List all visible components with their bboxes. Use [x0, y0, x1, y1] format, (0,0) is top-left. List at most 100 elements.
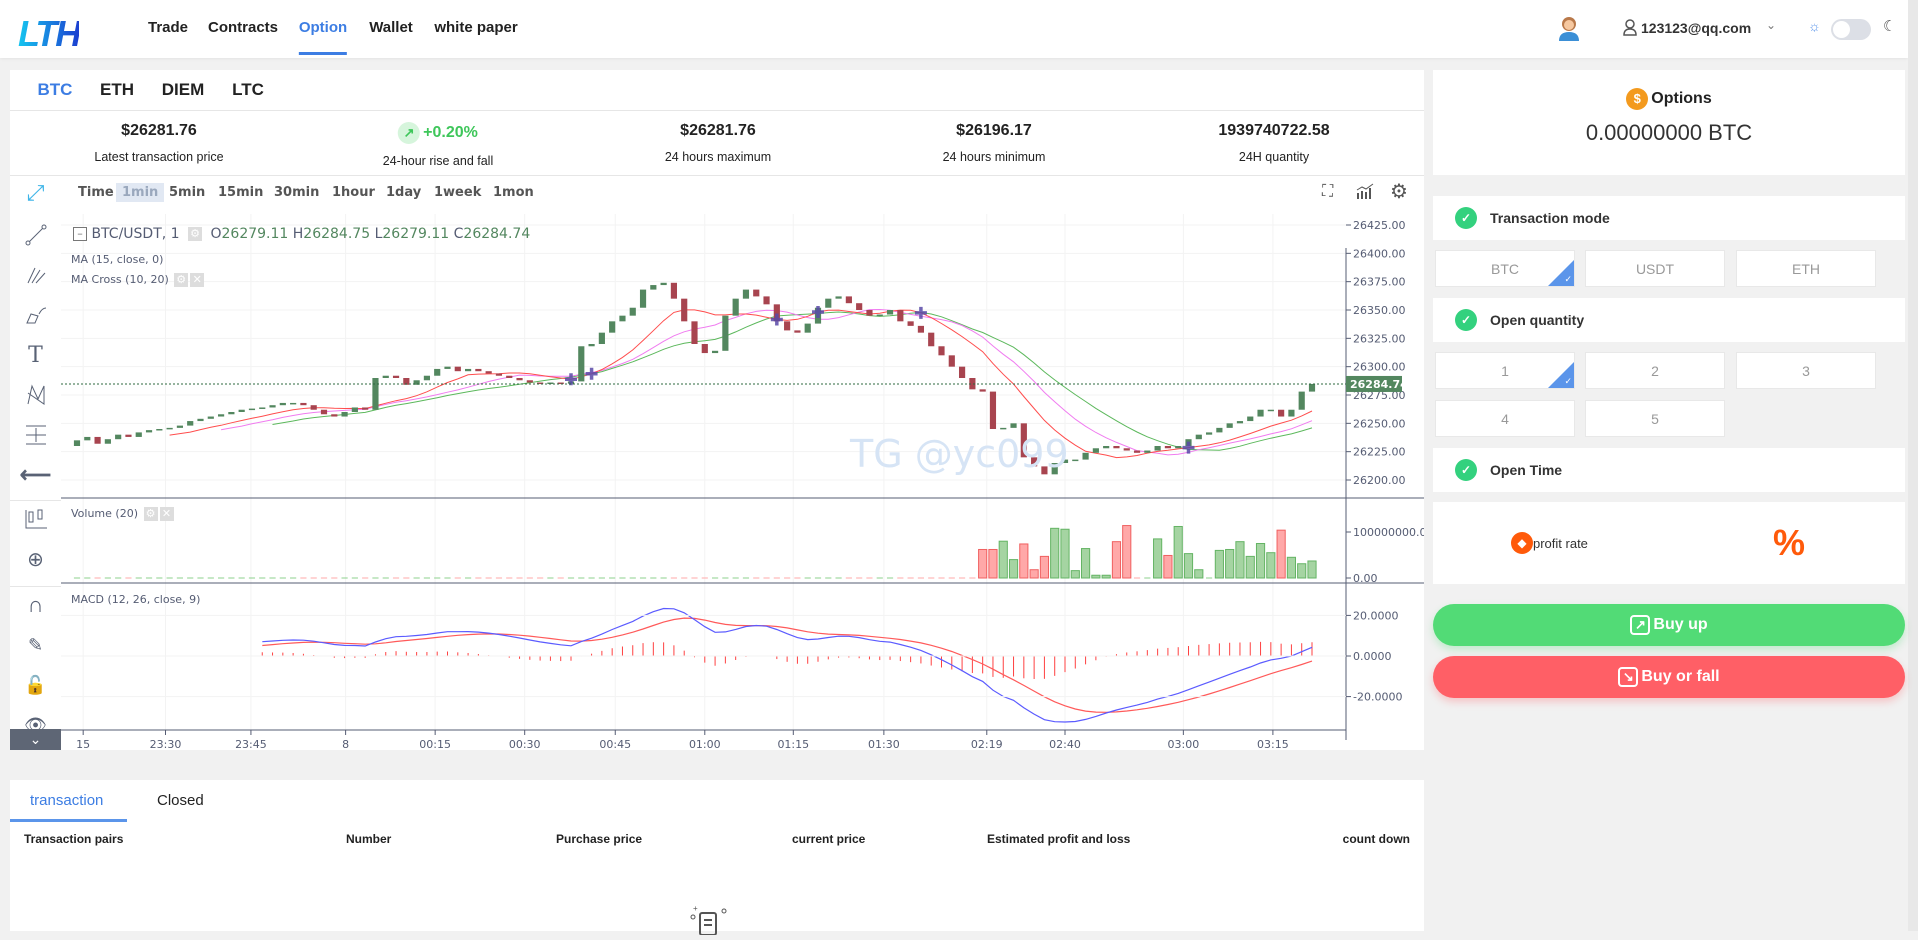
volume-bar: [988, 548, 998, 579]
measure-icon[interactable]: [10, 420, 61, 450]
quantity-option-1[interactable]: 1 ✓: [1435, 352, 1575, 389]
magnet-icon[interactable]: ∩: [27, 592, 44, 617]
remove-indicator-icon[interactable]: ✕: [159, 507, 174, 521]
stat-value: +0.20%: [423, 124, 478, 142]
chevron-down-icon[interactable]: ⌄: [1766, 18, 1777, 32]
logo[interactable]: LTH: [18, 13, 81, 54]
ma-cross-marker: [585, 367, 598, 380]
collapse-toolbar-chevron-icon[interactable]: ⌄: [10, 729, 61, 750]
coin-tab-eth[interactable]: ETH: [100, 80, 134, 99]
volume-bar: [1039, 555, 1050, 579]
column-current-price: current price: [792, 832, 866, 846]
price-tick-label: 26425.00: [1353, 219, 1406, 232]
timeframe-1hour[interactable]: 1hour: [332, 185, 375, 200]
volume-bar: [1266, 552, 1276, 579]
stat-label: 24 hours maximum: [664, 150, 772, 164]
theme-toggle[interactable]: [1831, 19, 1871, 40]
indicator-settings-icon[interactable]: ⚙: [143, 507, 158, 521]
user-icon[interactable]: [1623, 19, 1637, 41]
candle: [526, 380, 533, 383]
candle: [948, 355, 955, 367]
nav-trade[interactable]: Trade: [147, 19, 189, 36]
timeframe-1week[interactable]: 1week: [434, 185, 482, 200]
candle: [1061, 459, 1069, 463]
volume-bar: [1101, 574, 1111, 579]
quantity-option-3[interactable]: 3: [1736, 352, 1876, 389]
candle: [989, 391, 997, 429]
price-chart[interactable]: 15 23:30 23:45 8 00:15 00:30 00:45 01:00 01:15 01…: [61, 214, 1424, 750]
indicators-icon[interactable]: [1356, 183, 1374, 204]
empty-data-icon: +: [688, 904, 728, 940]
buy-up-button[interactable]: ↗ Buy up: [1433, 604, 1905, 646]
coin-tab-ltc[interactable]: LTC: [232, 80, 264, 99]
text-tool-icon[interactable]: T: [28, 342, 43, 368]
candle: [886, 310, 894, 315]
option-label: 1: [1501, 362, 1509, 379]
candle: [73, 440, 81, 446]
timeframe-5min[interactable]: 5min: [169, 185, 206, 200]
quantity-option-2[interactable]: 2: [1585, 352, 1725, 389]
user-email[interactable]: 123123@qq.com: [1641, 20, 1752, 36]
nav-white-paper[interactable]: white paper: [434, 19, 518, 36]
brush-icon[interactable]: [10, 300, 61, 330]
page-scrollbar[interactable]: [1908, 0, 1918, 931]
candle: [1133, 450, 1141, 453]
timeframe-30min[interactable]: 30min: [274, 185, 320, 200]
candle: [94, 436, 101, 444]
volume-bar: [1008, 559, 1019, 579]
remove-indicator-icon[interactable]: ✕: [190, 273, 205, 287]
coin-tab-btc[interactable]: BTC: [37, 80, 73, 99]
tab-transaction[interactable]: transaction: [30, 792, 104, 809]
zoom-in-icon[interactable]: ⊕: [27, 548, 44, 571]
candle: [928, 332, 935, 347]
volume-bar: [1194, 569, 1204, 579]
pattern-icon[interactable]: [10, 380, 61, 410]
trend-line-icon[interactable]: [10, 220, 61, 250]
coin-tab-diem[interactable]: DIEM: [161, 80, 205, 99]
candle: [866, 310, 873, 316]
fullscreen-icon[interactable]: ⛶: [1322, 183, 1334, 200]
crosshair-icon[interactable]: ⤢: [26, 180, 45, 205]
nav-wallet[interactable]: Wallet: [369, 19, 413, 36]
buy-fall-button[interactable]: ↘ Buy or fall: [1433, 656, 1905, 698]
timeframe-time[interactable]: Time: [78, 185, 114, 200]
unlock-icon[interactable]: 🔓: [24, 674, 47, 695]
volume-bar: [1276, 529, 1286, 579]
mode-option-usdt[interactable]: USDT: [1585, 250, 1725, 287]
quantity-option-4[interactable]: 4: [1435, 400, 1575, 437]
x-tick-label: 00:30: [509, 738, 541, 750]
mode-option-eth[interactable]: ETH: [1736, 250, 1876, 287]
lock-drawing-icon[interactable]: ✎: [27, 634, 44, 655]
price-tick-label: 26400.00: [1353, 247, 1406, 260]
collapse-legend-icon[interactable]: –: [73, 227, 87, 241]
settings-gear-icon[interactable]: ⚙: [1390, 181, 1408, 203]
timeframe-1day[interactable]: 1day: [386, 185, 422, 200]
candle: [1051, 463, 1058, 475]
timeframe-1mon[interactable]: 1mon: [493, 185, 534, 200]
candle: [1278, 409, 1285, 417]
chart-style-icon[interactable]: [10, 504, 61, 534]
candle: [1113, 446, 1120, 449]
pitchfork-icon[interactable]: [10, 260, 61, 290]
timeframe-15min[interactable]: 15min: [218, 185, 264, 200]
symbol-settings-icon[interactable]: ⚙: [188, 227, 203, 241]
check-circle-icon: ✓: [1455, 309, 1477, 331]
ma-cross-marker: [914, 306, 927, 319]
candle: [145, 430, 153, 433]
mode-option-btc[interactable]: BTC ✓: [1435, 250, 1575, 287]
tab-closed[interactable]: Closed: [157, 792, 204, 809]
candle: [845, 296, 852, 304]
volume-bar: [1286, 556, 1297, 579]
candle: [1216, 427, 1223, 433]
timeframe-1min[interactable]: 1min: [116, 183, 165, 202]
indicator-settings-icon[interactable]: ⚙: [174, 273, 189, 287]
volume-bar: [1225, 548, 1235, 579]
x-tick-label: 03:00: [1168, 738, 1200, 750]
nav-contracts[interactable]: Contracts: [207, 19, 279, 36]
x-tick-label: 01:30: [868, 738, 900, 750]
candle: [691, 321, 698, 344]
customer-support-icon[interactable]: [1558, 15, 1580, 46]
quantity-option-5[interactable]: 5: [1585, 400, 1725, 437]
back-arrow-icon[interactable]: ⟵: [19, 462, 52, 487]
nav-option[interactable]: Option: [298, 19, 348, 55]
